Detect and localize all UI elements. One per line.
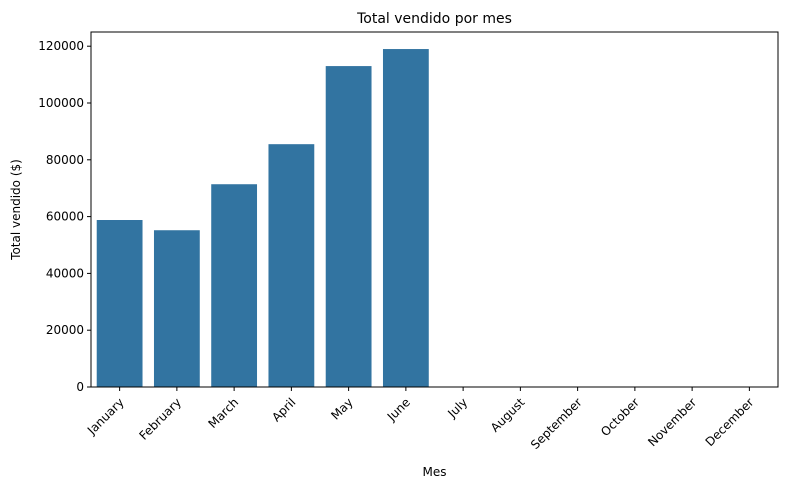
- y-tick-label: 120000: [38, 39, 84, 53]
- x-tick-label: April: [269, 395, 298, 424]
- x-axis-title: Mes: [423, 465, 447, 479]
- bar-march: [211, 184, 258, 387]
- y-axis-title: Total vendido ($): [9, 159, 23, 261]
- x-tick-label: June: [384, 395, 413, 424]
- x-tick-label: May: [328, 395, 355, 422]
- x-axis-ticks: January February March April May June July Augu…: [84, 387, 757, 452]
- y-tick-label: 40000: [46, 266, 84, 280]
- x-tick-label: August: [488, 395, 528, 435]
- y-tick-label: 80000: [46, 153, 84, 167]
- x-tick-label: November: [645, 395, 699, 449]
- bar-january: [96, 220, 143, 387]
- x-tick-label: March: [205, 395, 241, 431]
- bar-april: [268, 144, 315, 387]
- plot-frame: [90, 31, 779, 388]
- y-tick-label: 20000: [46, 323, 84, 337]
- bars-group: [96, 49, 429, 387]
- bar-february: [153, 230, 200, 387]
- x-tick-label: December: [703, 395, 757, 449]
- x-tick-label: February: [136, 395, 184, 443]
- x-tick-label: July: [444, 395, 470, 421]
- y-axis-ticks: 0 20000 40000 60000 80000 100000 120000: [38, 39, 91, 394]
- x-tick-label: September: [528, 395, 585, 452]
- y-tick-label: 0: [76, 380, 84, 394]
- y-tick-label: 100000: [38, 96, 84, 110]
- bar-june: [382, 49, 429, 387]
- x-tick-label: January: [84, 395, 127, 438]
- y-tick-label: 60000: [46, 210, 84, 224]
- bar-may: [325, 66, 372, 387]
- chart-title: Total vendido por mes: [356, 11, 512, 27]
- x-tick-label: October: [598, 395, 642, 439]
